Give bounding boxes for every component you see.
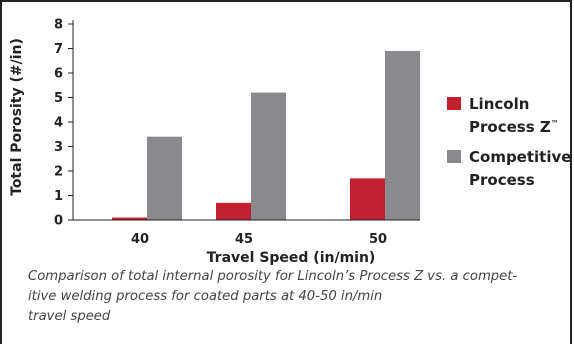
legend-label-lincoln-line2: Process Z™	[469, 118, 559, 136]
y-axis-title: Total Porosity (#/in)	[9, 38, 25, 196]
bars	[112, 50, 420, 221]
y-tick-label: 0	[54, 214, 63, 229]
y-tick-label: 5	[54, 91, 63, 106]
bar-lincoln-50	[350, 178, 385, 220]
y-tick-label: 1	[54, 189, 63, 204]
x-tick-label: 50	[369, 232, 387, 247]
y-tick-label: 6	[54, 67, 63, 82]
y-tick-label: 3	[54, 140, 63, 155]
y-tick-label: 8	[54, 18, 63, 33]
caption-line-1: Comparison of total internal porosity fo…	[28, 269, 518, 284]
x-tick-label: 40	[131, 232, 149, 247]
caption-line-3: travel speed	[28, 309, 111, 324]
legend-label-competitive-line1: Competitive	[469, 148, 571, 166]
bar-lincoln-45	[216, 202, 251, 220]
bar-competitive-40	[147, 136, 182, 220]
legend-swatch-competitive	[447, 150, 461, 163]
x-axis-ticks: 40 45 50	[131, 232, 387, 247]
bar-lincoln-40	[112, 217, 147, 220]
legend-swatch-lincoln	[447, 97, 461, 110]
y-tick-label: 2	[54, 165, 63, 180]
y-tick-label: 7	[54, 42, 63, 57]
y-axis-ticks: 0 1 2 3 4 5 6 7 8	[54, 18, 73, 229]
legend-label-lincoln-line1: Lincoln	[469, 95, 529, 113]
bar-competitive-50	[385, 50, 420, 221]
caption-line-2: itive welding process for coated parts a…	[28, 289, 383, 304]
y-tick-label: 4	[54, 116, 63, 131]
x-tick-label: 45	[235, 232, 253, 247]
figure-caption: Comparison of total internal porosity fo…	[28, 267, 558, 327]
x-axis-title: Travel Speed (in/min)	[207, 250, 376, 266]
legend-label-competitive-line2: Process	[469, 171, 535, 189]
legend: Lincoln Process Z™ Competitive Process	[447, 95, 571, 189]
bar-competitive-45	[251, 92, 286, 220]
